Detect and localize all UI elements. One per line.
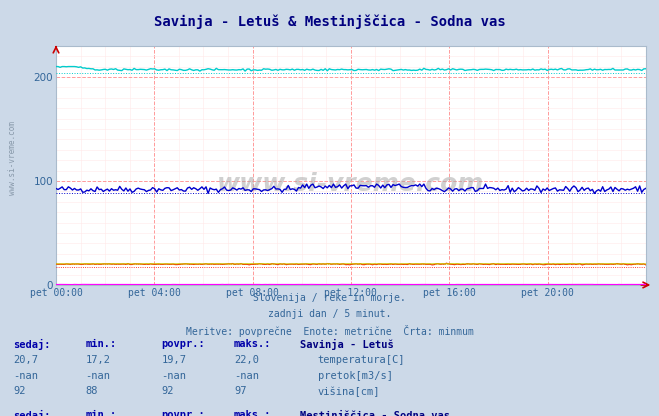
- Text: 19,7: 19,7: [161, 355, 186, 365]
- Text: maks.:: maks.:: [234, 410, 272, 416]
- Text: pretok[m3/s]: pretok[m3/s]: [318, 371, 393, 381]
- Text: Mestinjščica - Sodna vas: Mestinjščica - Sodna vas: [300, 410, 450, 416]
- Text: 88: 88: [86, 386, 98, 396]
- Text: 92: 92: [161, 386, 174, 396]
- Text: povpr.:: povpr.:: [161, 339, 205, 349]
- Text: min.:: min.:: [86, 410, 117, 416]
- Text: www.si-vreme.com: www.si-vreme.com: [8, 121, 17, 195]
- Text: sedaj:: sedaj:: [13, 339, 51, 350]
- Text: 20,7: 20,7: [13, 355, 38, 365]
- Text: -nan: -nan: [86, 371, 111, 381]
- Text: -nan: -nan: [234, 371, 259, 381]
- Text: -nan: -nan: [161, 371, 186, 381]
- Text: višina[cm]: višina[cm]: [318, 386, 380, 397]
- Text: Meritve: povprečne  Enote: metrične  Črta: minmum: Meritve: povprečne Enote: metrične Črta:…: [186, 325, 473, 337]
- Text: temperatura[C]: temperatura[C]: [318, 355, 405, 365]
- Text: zadnji dan / 5 minut.: zadnji dan / 5 minut.: [268, 309, 391, 319]
- Text: povpr.:: povpr.:: [161, 410, 205, 416]
- Text: 97: 97: [234, 386, 246, 396]
- Text: maks.:: maks.:: [234, 339, 272, 349]
- Text: Savinja - Letuš & Mestinjščica - Sodna vas: Savinja - Letuš & Mestinjščica - Sodna v…: [154, 15, 505, 29]
- Text: Savinja - Letuš: Savinja - Letuš: [300, 339, 393, 350]
- Text: 22,0: 22,0: [234, 355, 259, 365]
- Text: min.:: min.:: [86, 339, 117, 349]
- Text: 17,2: 17,2: [86, 355, 111, 365]
- Text: Slovenija / reke in morje.: Slovenija / reke in morje.: [253, 293, 406, 303]
- Text: sedaj:: sedaj:: [13, 410, 51, 416]
- Text: -nan: -nan: [13, 371, 38, 381]
- Text: www.si-vreme.com: www.si-vreme.com: [217, 173, 484, 196]
- Text: 92: 92: [13, 386, 26, 396]
